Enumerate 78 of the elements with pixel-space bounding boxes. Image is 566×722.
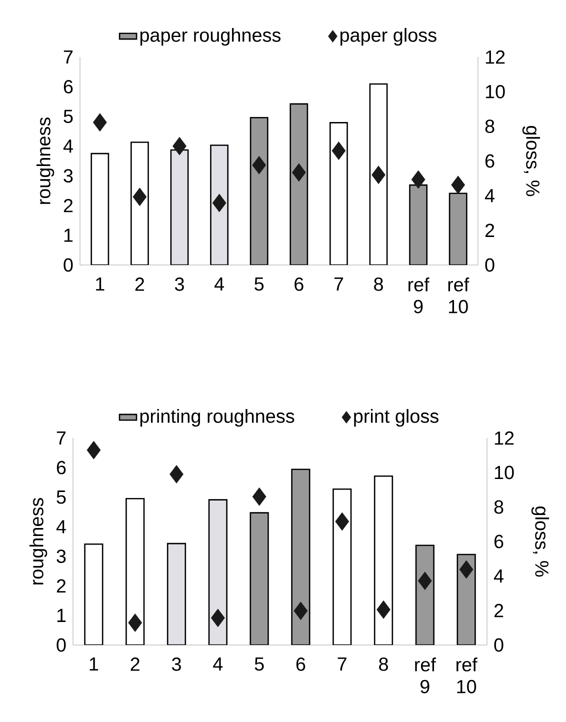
- x-tick-label: 6: [296, 658, 306, 671]
- point: [212, 194, 226, 212]
- x-tick-label: 5: [254, 278, 264, 291]
- point: [86, 440, 101, 460]
- point: [335, 512, 350, 531]
- point: [170, 465, 184, 484]
- point: [252, 487, 266, 506]
- y-tick-label: 4: [63, 140, 73, 153]
- point: [292, 163, 306, 182]
- y-tick-label: 6: [56, 460, 66, 474]
- y-axis-title: roughness: [36, 118, 54, 204]
- y-tick-label: 7: [56, 432, 66, 445]
- x-tick-label: 7: [338, 658, 346, 671]
- y-tick-label: 3: [64, 169, 73, 183]
- point: [252, 156, 266, 174]
- y2-tick-label: 10: [486, 84, 505, 98]
- x-tick-label: 4: [214, 278, 224, 291]
- legend-label: paper roughness: [140, 28, 281, 46]
- x-tick-label: 2: [130, 658, 140, 671]
- point: [376, 600, 390, 619]
- point: [451, 176, 466, 194]
- y-tick-label: 5: [56, 490, 66, 504]
- x-tick-label: 1: [90, 658, 98, 671]
- y2-tick-label: 2: [494, 604, 504, 618]
- x-tick-label: ref 10: [448, 278, 470, 314]
- point: [459, 560, 474, 579]
- y2-tick-label: 6: [494, 534, 504, 548]
- y2-tick-label: 0: [494, 638, 504, 652]
- y-tick-label: 1: [57, 608, 66, 622]
- x-tick-label: 6: [294, 278, 304, 291]
- x-tick-label: 3: [174, 278, 184, 291]
- x-tick-label: 3: [172, 658, 181, 671]
- y2-tick-label: 0: [485, 258, 494, 272]
- y-tick-label: 5: [64, 110, 73, 124]
- point: [411, 170, 426, 189]
- legend-label: print gloss: [354, 408, 438, 427]
- y2-tick-label: 2: [485, 224, 494, 237]
- y2-tick-label: 4: [484, 189, 494, 202]
- y2-tick-label: 8: [485, 120, 494, 134]
- point: [332, 142, 346, 160]
- x-tick-label: 5: [254, 658, 264, 671]
- x-tick-label: ref 9: [408, 278, 430, 314]
- y-tick-label: 3: [56, 550, 66, 563]
- y2-tick-label: 8: [494, 500, 504, 514]
- x-tick-label: 4: [213, 658, 223, 671]
- point: [210, 608, 225, 628]
- y-tick-label: 7: [64, 50, 73, 64]
- y2-tick-label: 4: [494, 570, 504, 583]
- x-tick-label: ref 10: [456, 658, 478, 694]
- x-tick-label: ref 9: [415, 658, 436, 694]
- point: [372, 166, 386, 184]
- x-tick-label: 7: [334, 278, 344, 291]
- y-tick-label: 2: [64, 198, 73, 212]
- y2-tick-label: 6: [485, 154, 494, 168]
- y-tick-label: 4: [56, 520, 66, 534]
- y-tick-label: 0: [56, 638, 66, 652]
- y2-tick-label: 10: [494, 466, 514, 480]
- y-tick-label: 2: [56, 579, 66, 592]
- legend-label: paper gloss: [340, 28, 436, 46]
- y2-axis-title: gloss, %: [531, 506, 550, 577]
- y2-tick-label: 12: [486, 50, 505, 64]
- point: [294, 602, 308, 620]
- y-tick-label: 0: [64, 258, 73, 272]
- x-tick-label: 2: [135, 278, 144, 291]
- point: [172, 136, 186, 156]
- legend-label: printing roughness: [140, 408, 294, 427]
- point: [128, 614, 142, 632]
- x-tick-label: 8: [374, 278, 383, 291]
- y2-axis-title: gloss, %: [522, 126, 540, 196]
- x-tick-label: 8: [379, 658, 388, 671]
- x-tick-label: 1: [96, 278, 104, 291]
- y-tick-label: 1: [64, 228, 73, 242]
- point: [418, 572, 432, 590]
- y-tick-label: 6: [64, 80, 73, 94]
- y-axis-title: roughness: [30, 498, 48, 584]
- point: [92, 113, 107, 132]
- y2-tick-label: 12: [494, 431, 514, 445]
- point: [132, 188, 147, 206]
